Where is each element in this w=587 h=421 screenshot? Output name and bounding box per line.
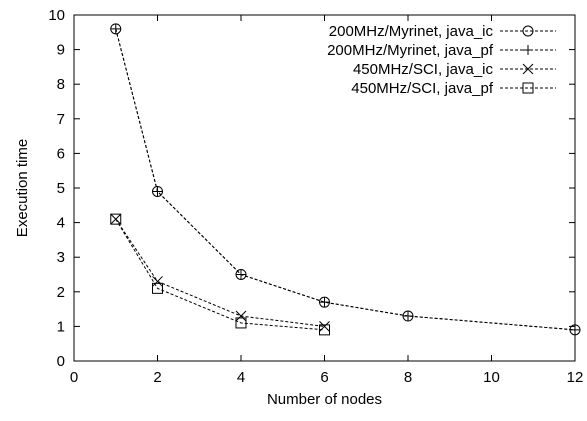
data-point <box>235 310 247 322</box>
series-1 <box>110 23 581 336</box>
plot-area-border <box>73 14 576 362</box>
x-tick-label: 2 <box>153 369 161 386</box>
y-tick-label: 7 <box>57 111 65 128</box>
series-3 <box>110 213 330 332</box>
legend-entry-4: 450MHz/SCI, java_pf <box>351 80 556 97</box>
legend-entry-1: 200MHz/Myrinet, java_ic <box>329 23 556 40</box>
legend-label: 200MHz/Myrinet, java_ic <box>329 23 494 40</box>
legend-marker <box>522 82 534 94</box>
legend-entry-2: 200MHz/Myrinet, java_pf <box>327 42 556 59</box>
data-point <box>152 282 163 294</box>
legend: 200MHz/Myrinet, java_ic 200MHz/Myrinet, j… <box>327 23 556 97</box>
x-tick-label: 0 <box>70 369 78 386</box>
x-tick-label: 10 <box>483 369 500 386</box>
y-tick-label: 3 <box>57 249 65 266</box>
legend-entry-3: 450MHz/SCI, java_ic <box>353 61 556 78</box>
series-4 <box>110 213 330 336</box>
y-tick-label: 4 <box>57 215 65 232</box>
y-tick-label: 5 <box>57 180 65 197</box>
x-tick-label: 6 <box>320 369 328 386</box>
y-tick-label: 8 <box>57 76 65 93</box>
series-2 <box>110 23 580 335</box>
data-point <box>570 324 580 335</box>
y-tick-label: 0 <box>57 353 65 370</box>
x-tick-label: 4 <box>237 369 245 386</box>
legend-label: 450MHz/SCI, java_pf <box>351 80 494 97</box>
y-tick-label: 1 <box>57 318 65 335</box>
y-axis-title: Execution time <box>14 139 31 237</box>
y-tick-label: 9 <box>57 42 65 59</box>
data-point <box>152 186 163 197</box>
axis-ticks <box>73 14 576 362</box>
plot-frame <box>73 14 576 362</box>
y-tick-label: 2 <box>57 284 65 301</box>
data-point <box>152 276 163 287</box>
legend-marker <box>523 45 533 55</box>
y-tick-label: 6 <box>57 145 65 162</box>
legend-marker <box>522 63 534 75</box>
legend-label: 200MHz/Myrinet, java_pf <box>327 42 494 59</box>
x-tick-label: 8 <box>404 369 412 386</box>
data-point <box>319 297 330 308</box>
data-point <box>319 324 330 336</box>
data-point <box>110 213 122 225</box>
legend-label: 450MHz/SCI, java_ic <box>353 61 494 78</box>
y-tick-label: 10 <box>48 7 65 24</box>
series-line <box>115 218 325 327</box>
series-line <box>115 28 576 331</box>
data-point <box>236 269 246 280</box>
series-line <box>115 218 325 331</box>
x-tick-label: 12 <box>567 369 584 386</box>
x-axis-title: Number of nodes <box>267 391 382 408</box>
legend-marker <box>522 25 534 37</box>
series-lines <box>110 23 581 336</box>
data-point <box>110 23 121 34</box>
data-point <box>403 311 413 322</box>
series-line <box>115 28 576 331</box>
data-point <box>235 317 247 329</box>
